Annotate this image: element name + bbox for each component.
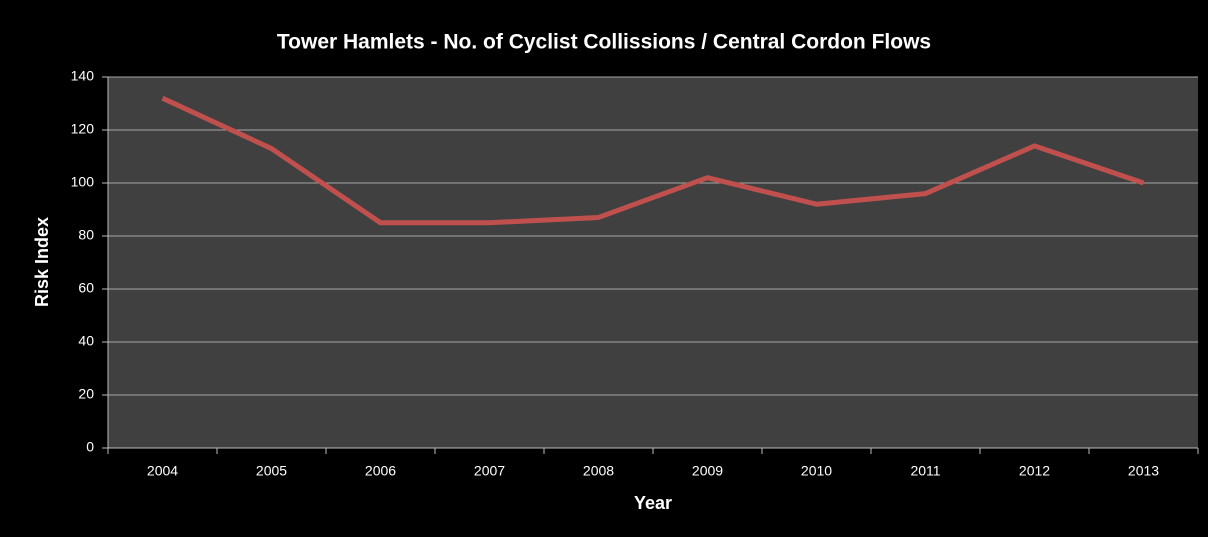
data-line <box>161 95 1145 226</box>
y-tick-label: 80 <box>78 227 94 243</box>
x-tick-label: 2005 <box>256 463 287 479</box>
y-tick-label: 140 <box>71 68 95 84</box>
x-tick-label: 2012 <box>1019 463 1050 479</box>
x-tick-label: 2006 <box>365 463 396 479</box>
x-tick-label: 2007 <box>474 463 505 479</box>
y-tick-label: 100 <box>71 174 95 190</box>
y-tick-label: 0 <box>86 439 94 455</box>
x-tick-label: 2009 <box>692 463 723 479</box>
x-tick-label: 2011 <box>910 463 940 479</box>
y-tick-label: 60 <box>78 280 94 296</box>
x-tick-label: 2008 <box>583 463 614 479</box>
y-tick-label: 120 <box>71 121 95 137</box>
y-tick-label: 40 <box>78 333 94 349</box>
y-tick-label: 20 <box>78 386 94 402</box>
plot-area <box>108 77 1198 448</box>
x-tick-label: 2013 <box>1128 463 1159 479</box>
x-tick-label: 2010 <box>801 463 832 479</box>
x-axis-label: Year <box>634 493 672 513</box>
x-tick-label: 2004 <box>147 463 178 479</box>
y-axis-label: Risk Index <box>32 217 52 307</box>
chart-title: Tower Hamlets - No. of Cyclist Collissio… <box>277 31 931 54</box>
